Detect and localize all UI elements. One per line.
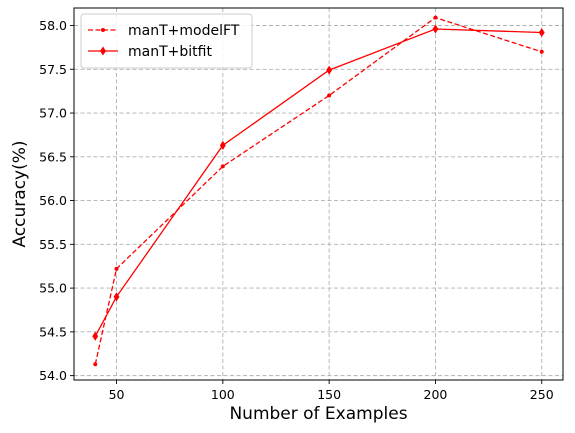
y-tick-label: 54.5 [39,324,67,339]
data-point [538,27,545,38]
y-axis: 54.0 54.5 55.0 55.5 56.0 56.5 57.0 57.5 58.0 [39,18,74,383]
y-tick-label: 54.0 [39,368,67,383]
series-2 [92,24,545,341]
series-1 [93,15,544,367]
data-point [220,164,225,169]
x-axis-title: Number of Examples [229,404,407,424]
x-axis: 50 100 150 200 250 [109,380,554,402]
x-tick-label: 250 [530,387,554,402]
plot-frame [73,7,564,381]
data-point [114,266,119,271]
y-tick-label: 57.5 [39,62,67,77]
y-tick-label: 55.5 [39,237,67,252]
x-tick-label: 150 [317,387,341,402]
legend-marker [100,46,106,56]
y-tick-label: 56.0 [39,193,67,208]
data-point [432,24,439,34]
x-tick-label: 100 [211,387,235,402]
legend-label: manT+bitfit [128,44,212,60]
y-tick-label: 57.0 [39,106,67,121]
series-line [94,16,542,365]
data-point [326,65,333,75]
legend-marker [101,28,105,32]
series-line [94,28,542,337]
data-point [92,331,99,341]
x-tick-label: 50 [109,387,125,402]
data-point [539,49,544,54]
legend-label: manT+modelFT [128,23,240,39]
data-point [327,93,332,98]
series-layer [92,15,545,367]
y-tick-label: 56.5 [39,149,67,164]
legend: manT+modelFT manT+bitfit [80,13,253,69]
y-tick-label: 58.0 [39,18,67,33]
legend-item: manT+modelFT [88,23,240,39]
data-point [93,362,98,367]
y-tick-label: 55.0 [39,281,67,296]
data-point [113,292,120,302]
y-axis-title: Accuracy(%) [10,140,30,247]
legend-box [80,13,253,69]
data-point [433,15,438,20]
legend-item: manT+bitfit [88,44,212,60]
x-tick-label: 200 [424,387,448,402]
data-point [219,140,226,150]
